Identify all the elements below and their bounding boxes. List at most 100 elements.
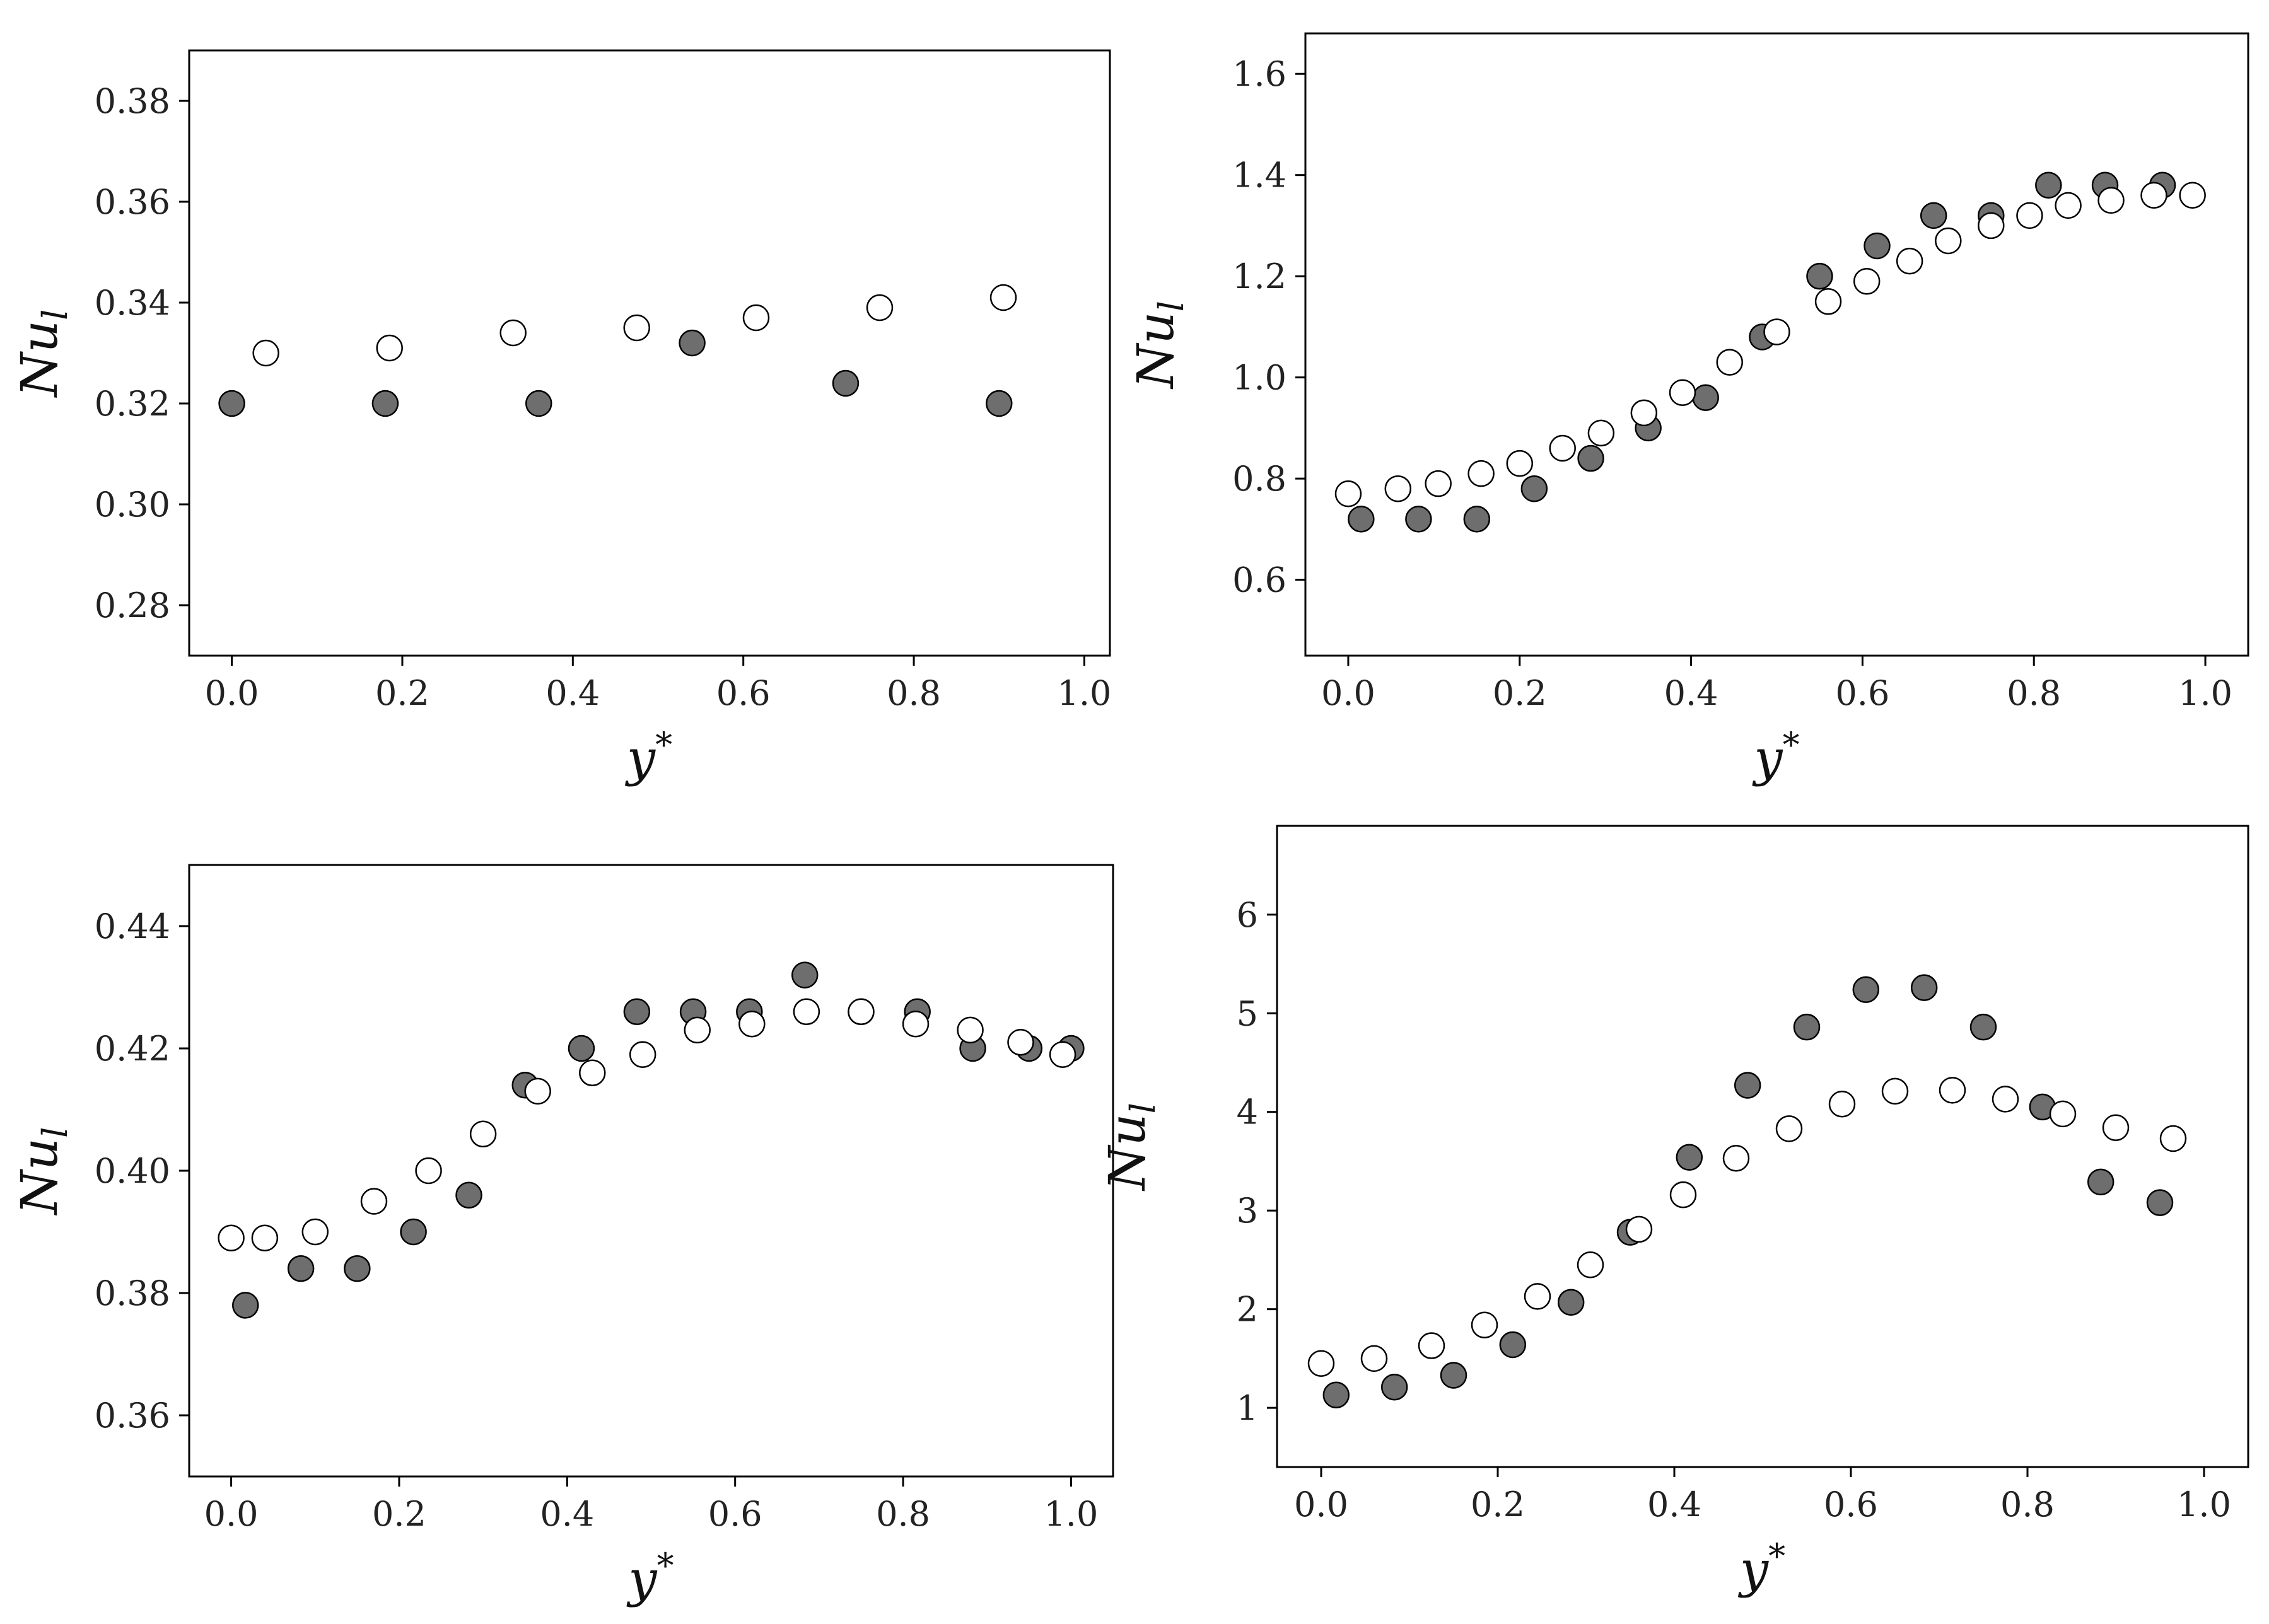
- x-axis-label: y*: [1738, 1536, 1785, 1599]
- hollow-point: [2102, 1114, 2130, 1142]
- y-tick-label: 4: [1237, 1093, 1258, 1132]
- filled-point: [1692, 384, 1719, 412]
- y-tick-label: 6: [1237, 895, 1258, 935]
- hollow-point: [1506, 450, 1534, 477]
- hollow-point: [957, 1016, 984, 1044]
- x-tick-label: 0.4: [1664, 673, 1718, 713]
- x-tick-label: 0.2: [372, 1494, 426, 1534]
- chart-panel-2: 0.0 0.2 0.4 0.6 0.8 1.0 0.6 0.8 1.0 1.2 1.4 1.6 y* Nu…: [1126, 32, 2249, 787]
- hollow-point: [499, 319, 527, 347]
- chart-panel-1: 0.0 0.2 0.4 0.6 0.8 1.0 0.28 0.30 0.32 0.34 0.36 0.…: [10, 49, 1111, 787]
- filled-point: [1852, 976, 1880, 1003]
- filled-point: [1806, 262, 1833, 290]
- chart-panel-4: 0.0 0.2 0.4 0.6 0.8 1.0 1 2 3 4 5 6 y* Nul: [1098, 825, 2249, 1599]
- x-tick-label: 0.0: [204, 1494, 259, 1534]
- x-tick-label: 0.8: [876, 1494, 930, 1534]
- filled-point: [1322, 1381, 1350, 1409]
- y-tick-label: 2: [1237, 1290, 1258, 1330]
- filled-point: [1520, 475, 1548, 502]
- y-tick-label: 0.6: [1232, 560, 1286, 600]
- y-tick-label: 0.36: [95, 1396, 170, 1436]
- y-tick-label: 0.28: [95, 586, 170, 625]
- plot-frame: [1276, 825, 2249, 1468]
- y-tick-label: 1.6: [1232, 54, 1286, 94]
- hollow-point: [1007, 1029, 1034, 1056]
- y-tick-label: 0.42: [95, 1029, 170, 1069]
- y-tick-label: 0.36: [95, 182, 170, 222]
- x-tick-label: 1.0: [2177, 1485, 2231, 1524]
- x-tick-label: 1.0: [1044, 1494, 1098, 1534]
- hollow-point: [1577, 1251, 1604, 1279]
- hollow-point: [1049, 1041, 1076, 1068]
- hollow-point: [2179, 182, 2206, 209]
- x-tick-label: 0.4: [545, 673, 600, 713]
- x-tick-label: 0.6: [1824, 1485, 1878, 1524]
- filled-point: [832, 369, 860, 397]
- hollow-point: [684, 1016, 711, 1044]
- filled-point: [1440, 1362, 1467, 1389]
- y-tick-label: 0.8: [1232, 459, 1286, 499]
- hollow-point: [1881, 1077, 1909, 1105]
- filled-point: [2087, 1168, 2114, 1196]
- filled-point: [525, 390, 552, 417]
- filled-point: [1557, 1289, 1585, 1316]
- filled-point: [679, 329, 706, 357]
- filled-point: [1864, 232, 1891, 260]
- y-tick-label: 0.38: [95, 81, 170, 121]
- hollow-point: [1360, 1345, 1388, 1372]
- x-tick-label: 0.2: [1471, 1485, 1525, 1524]
- hollow-point: [1669, 379, 1696, 406]
- filled-point: [1793, 1013, 1821, 1041]
- hollow-point: [1939, 1077, 1966, 1104]
- x-tick-label: 1.0: [2178, 673, 2232, 713]
- hollow-point: [1524, 1283, 1551, 1310]
- chart-panel-3: 0.0 0.2 0.4 0.6 0.8 1.0 0.36 0.38 0.40 0.42 0.44 y*…: [10, 864, 1114, 1608]
- filled-point: [400, 1218, 427, 1246]
- x-axis-label: y*: [625, 725, 672, 787]
- hollow-point: [1722, 1145, 1750, 1172]
- hollow-point: [1307, 1350, 1335, 1377]
- filled-point: [344, 1255, 371, 1282]
- filled-point: [455, 1181, 482, 1209]
- y-axis-label: Nul: [1098, 1103, 1163, 1192]
- filled-point: [1348, 506, 1375, 533]
- hollow-point: [1763, 318, 1790, 345]
- hollow-point: [1418, 1332, 1445, 1359]
- x-tick-label: 0.6: [1835, 673, 1889, 713]
- hollow-point: [1669, 1181, 1697, 1209]
- hollow-point: [1853, 267, 1881, 295]
- x-tick-label: 0.0: [1294, 1485, 1348, 1524]
- filled-point: [986, 390, 1013, 417]
- hollow-point: [376, 334, 403, 362]
- hollow-point: [1814, 288, 1842, 315]
- hollow-point: [1467, 460, 1495, 487]
- filled-point: [1676, 1144, 1703, 1171]
- hollow-point: [1425, 470, 1452, 497]
- filled-point: [791, 961, 819, 989]
- hollow-point: [251, 1224, 279, 1251]
- x-tick-label: 0.0: [205, 673, 259, 713]
- y-tick-label: 1: [1237, 1388, 1258, 1428]
- filled-point: [1499, 1331, 1527, 1359]
- x-tick-label: 0.8: [887, 673, 941, 713]
- y-axis-label: Nul: [1126, 301, 1191, 390]
- hollow-point: [360, 1188, 388, 1215]
- x-tick-label: 1.0: [1057, 673, 1111, 713]
- hollow-point: [2055, 192, 2082, 219]
- y-tick-label: 0.44: [95, 907, 170, 946]
- hollow-point: [1630, 399, 1658, 427]
- x-tick-label: 0.4: [540, 1494, 594, 1534]
- filled-point: [568, 1035, 595, 1062]
- filled-point: [1734, 1072, 1761, 1099]
- filled-point: [2146, 1189, 2174, 1216]
- y-tick-label: 1.4: [1232, 156, 1286, 195]
- hollow-point: [2016, 202, 2043, 229]
- y-tick-label: 0.30: [95, 485, 170, 525]
- y-tick-label: 0.32: [95, 384, 170, 424]
- hollow-point: [1978, 212, 2005, 240]
- filled-point: [231, 1292, 259, 1319]
- hollow-point: [1935, 227, 1962, 255]
- hollow-point: [524, 1077, 551, 1105]
- y-axis-label: Nul: [10, 1127, 75, 1216]
- hollow-point: [1384, 475, 1412, 502]
